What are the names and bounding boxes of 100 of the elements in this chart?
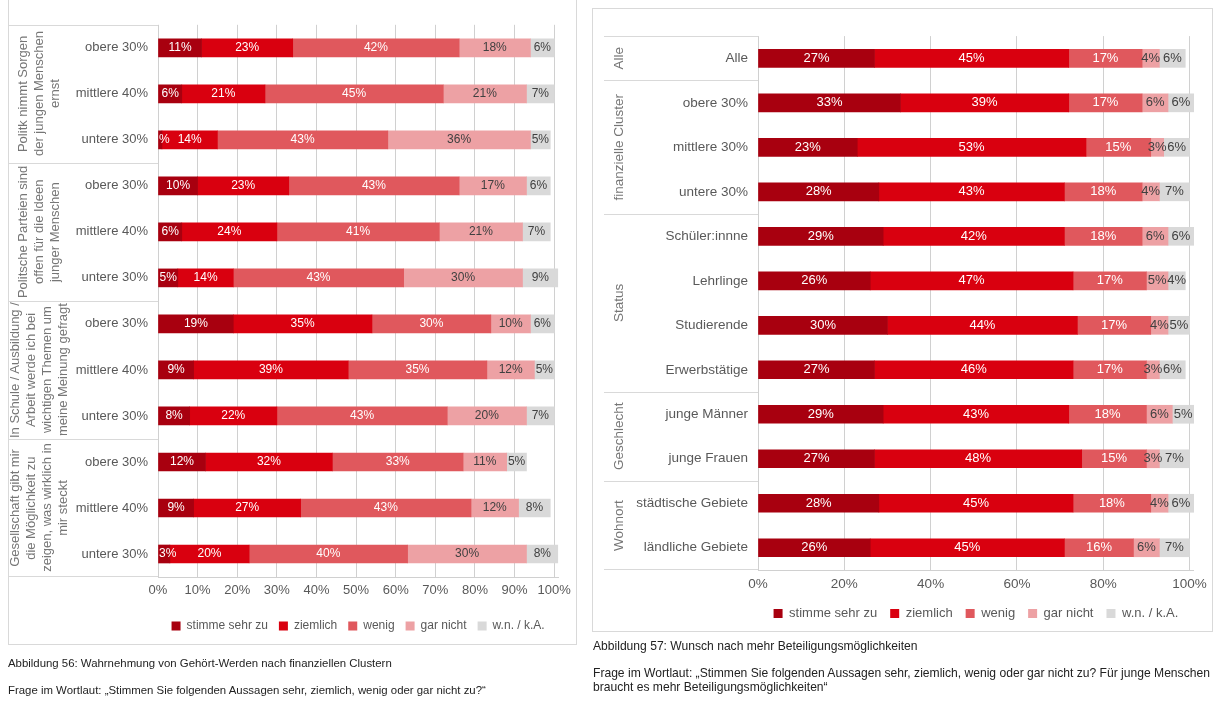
y-tick-label: mittlere 40%	[75, 223, 149, 239]
bar	[1072, 493, 1152, 513]
bar	[1064, 538, 1134, 557]
bar	[882, 404, 1070, 424]
bar	[288, 176, 460, 196]
data-label: 5%	[531, 132, 550, 147]
x-tick-label: 0%	[748, 575, 768, 591]
data-label: 17%	[1092, 49, 1119, 65]
data-label: 9%	[531, 270, 550, 285]
legend-label: gar nicht	[420, 618, 468, 633]
data-label: 5%	[1169, 316, 1189, 332]
data-label: 27%	[803, 49, 830, 65]
bar	[874, 48, 1070, 68]
data-label: 6%	[529, 178, 548, 193]
data-label: 6%	[1145, 94, 1165, 110]
data-label: 35%	[405, 362, 430, 377]
data-label: 45%	[954, 539, 981, 555]
bar	[882, 226, 1065, 246]
text: Politk nimmt Sorgen der jungen Menschen ernst	[15, 30, 63, 159]
bar	[900, 93, 1070, 113]
y-tick-label: städtische Gebiete	[636, 494, 748, 510]
data-label: 10%	[498, 316, 523, 331]
bar	[758, 226, 884, 246]
bar	[856, 137, 1087, 157]
data-label: 5%	[1147, 272, 1168, 288]
data-label: 4%	[1141, 183, 1161, 199]
legend-label: ziemlich	[905, 604, 953, 620]
data-label: 17%	[1092, 94, 1119, 110]
y-tick-label: untere 30%	[678, 183, 748, 199]
bar	[878, 182, 1065, 202]
bar	[1077, 315, 1152, 335]
bar	[878, 493, 1074, 513]
legend-label: stimme sehr zu	[789, 604, 878, 620]
bar	[1068, 404, 1147, 424]
data-label: 47%	[958, 272, 986, 288]
data-label: 7%	[1165, 183, 1185, 199]
y-tick-label: mittlere 40%	[75, 85, 149, 101]
data-label: 18%	[1094, 405, 1122, 421]
data-label: 12%	[482, 500, 508, 515]
x-tick-label: 60%	[382, 582, 410, 598]
data-label: 4%	[1149, 316, 1170, 332]
data-label: 42%	[363, 40, 389, 55]
data-label: 6%	[1162, 49, 1183, 65]
data-label: 43%	[361, 178, 387, 193]
bar	[181, 84, 266, 104]
bar	[758, 315, 888, 335]
data-label: 21%	[211, 86, 236, 101]
text: In Schule / Ausbildung / Arbeit werde ich bei wichtigen Themen um meine Meinung gefragt	[7, 301, 71, 440]
data-label: 11%	[168, 40, 192, 55]
y-tick-label: obere 30%	[85, 39, 149, 55]
data-label: 29%	[807, 227, 835, 243]
text: Status	[611, 282, 627, 325]
data-label: 3%	[159, 546, 177, 561]
data-label: 21%	[468, 224, 494, 239]
data-label: 7%	[531, 86, 550, 101]
legend-label: ziemlich	[293, 618, 338, 633]
data-label: 6%	[1167, 138, 1187, 154]
bar	[248, 544, 408, 564]
bar	[887, 315, 1078, 335]
bar	[758, 93, 901, 113]
data-label: 16%	[1085, 539, 1113, 555]
y-tick-label: Studierende	[675, 316, 748, 332]
y-tick-label: Alle	[725, 49, 748, 65]
data-label: 6%	[1171, 94, 1191, 110]
x-tick-label: 20%	[830, 575, 858, 591]
data-label: 45%	[958, 49, 986, 65]
data-label: 20%	[197, 546, 222, 561]
y-tick-label: Schüler:innne	[665, 227, 748, 243]
text: finanzielle Cluster	[611, 92, 627, 203]
data-label: 33%	[816, 94, 843, 110]
bar	[264, 84, 444, 104]
data-label: 8%	[165, 408, 184, 423]
data-label: 4%	[1167, 272, 1187, 288]
data-label: 18%	[482, 40, 508, 55]
bar	[758, 271, 871, 291]
y-tick-label: junge Frauen	[667, 450, 748, 466]
data-label: 30%	[455, 546, 480, 561]
y-tick-label: obere 30%	[85, 453, 149, 469]
data-label: 4%	[1149, 494, 1170, 510]
bar	[758, 404, 884, 424]
bar	[1072, 271, 1147, 291]
data-label: 27%	[803, 450, 830, 466]
data-label: 42%	[960, 227, 988, 243]
data-label: 14%	[177, 132, 203, 147]
data-label: 3%	[1143, 361, 1163, 377]
data-label: 9%	[167, 500, 186, 515]
bar	[442, 84, 527, 104]
bar	[758, 449, 875, 469]
legend-label: gar nicht	[1043, 604, 1094, 620]
legend-label: w.n. / k.A.	[491, 618, 545, 633]
y-tick-label: untere 30%	[81, 407, 149, 423]
text: Abbildung 57: Wunsch nach mehr Beteiligungsmöglichkeiten	[593, 639, 919, 653]
data-label: 30%	[809, 316, 837, 332]
data-label: 41%	[346, 224, 371, 239]
bar	[1068, 48, 1143, 68]
data-label: 6%	[1162, 361, 1183, 377]
data-label: 33%	[385, 454, 411, 469]
data-label: 12%	[170, 454, 195, 469]
bar	[300, 498, 472, 518]
data-label: 15%	[1105, 138, 1132, 154]
